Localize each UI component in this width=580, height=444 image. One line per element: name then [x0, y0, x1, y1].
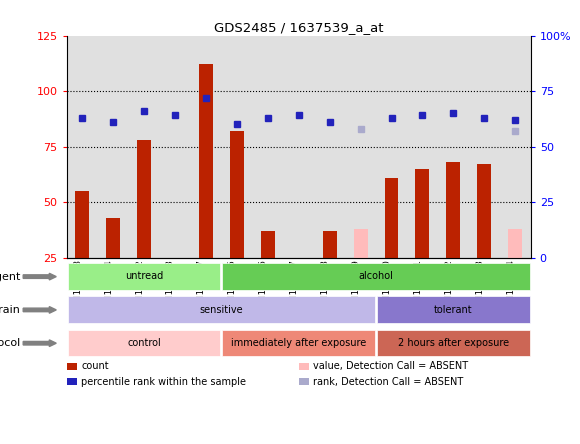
Text: untread: untread: [125, 271, 163, 281]
Text: rank, Detection Call = ABSENT: rank, Detection Call = ABSENT: [313, 377, 463, 387]
Bar: [68, 263, 220, 289]
Text: value, Detection Call = ABSENT: value, Detection Call = ABSENT: [313, 361, 468, 371]
Bar: [75, 191, 89, 258]
Bar: [447, 162, 461, 258]
Text: protocol: protocol: [0, 338, 20, 348]
Title: GDS2485 / 1637539_a_at: GDS2485 / 1637539_a_at: [214, 21, 383, 34]
Bar: [222, 330, 375, 356]
Text: count: count: [81, 361, 109, 371]
Bar: [354, 229, 368, 258]
Text: tolerant: tolerant: [434, 305, 473, 315]
Bar: [68, 297, 375, 323]
Bar: [415, 169, 429, 258]
Bar: [477, 164, 491, 258]
Bar: [261, 231, 275, 258]
Bar: [68, 330, 220, 356]
Bar: [106, 218, 120, 258]
Bar: [508, 229, 522, 258]
Text: control: control: [127, 338, 161, 348]
Bar: [377, 330, 530, 356]
Bar: [222, 263, 530, 289]
Text: immediately after exposure: immediately after exposure: [231, 338, 367, 348]
Text: 2 hours after exposure: 2 hours after exposure: [398, 338, 509, 348]
Bar: [230, 131, 244, 258]
Text: percentile rank within the sample: percentile rank within the sample: [81, 377, 246, 387]
Text: sensitive: sensitive: [200, 305, 243, 315]
Bar: [137, 140, 151, 258]
Text: strain: strain: [0, 305, 20, 315]
Text: agent: agent: [0, 272, 20, 281]
Text: alcohol: alcohol: [358, 271, 393, 281]
Bar: [385, 178, 398, 258]
Bar: [377, 297, 530, 323]
Bar: [322, 231, 336, 258]
Bar: [199, 64, 213, 258]
